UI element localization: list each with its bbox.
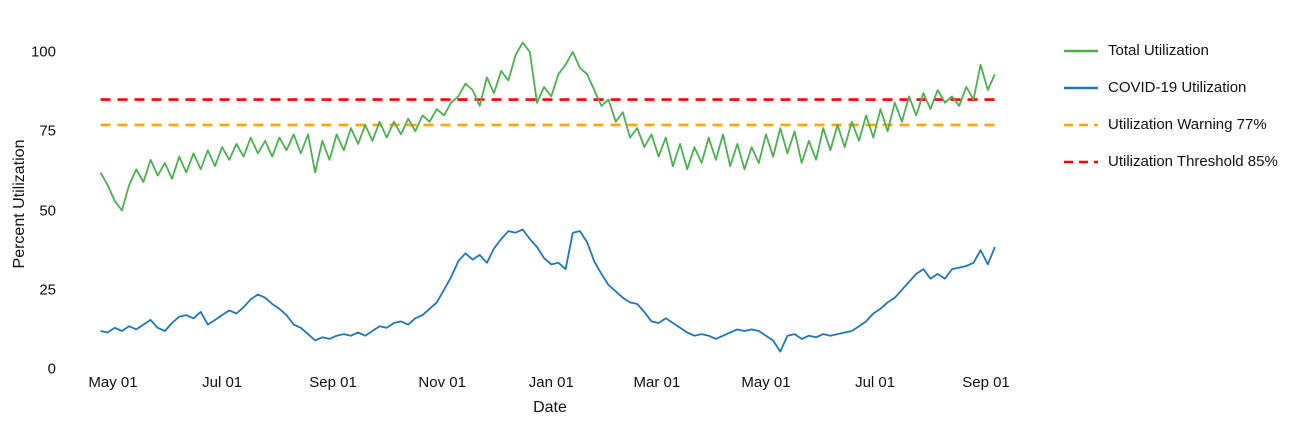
legend-item-total-utilization[interactable]: Total Utilization xyxy=(1064,41,1278,60)
y-tick-label: 75 xyxy=(39,122,56,140)
y-tick-label: 0 xyxy=(47,360,56,378)
legend-label: Total Utilization xyxy=(1108,42,1209,59)
total-utilization-line-swatch xyxy=(1064,49,1098,52)
y-tick-label: 25 xyxy=(39,281,56,299)
legend-item-utilization-warning[interactable]: Utilization Warning 77% xyxy=(1064,115,1278,134)
y-tick-label: 100 xyxy=(30,43,56,61)
legend-label: Utilization Warning 77% xyxy=(1108,116,1267,133)
legend: Total Utilization COVID-19 Utilization U… xyxy=(1064,41,1278,171)
x-axis-title: Date xyxy=(533,399,567,416)
x-tick-label: May 01 xyxy=(741,374,791,391)
legend-label: Utilization Threshold 85% xyxy=(1108,153,1278,170)
x-tick-label: Nov 01 xyxy=(418,374,466,391)
x-tick-label: Sep 01 xyxy=(962,374,1010,391)
utilization-threshold-line-swatch xyxy=(1064,160,1098,163)
legend-item-utilization-threshold[interactable]: Utilization Threshold 85% xyxy=(1064,152,1278,171)
x-tick-label: May 01 xyxy=(88,374,138,391)
legend-item-covid-utilization[interactable]: COVID-19 Utilization xyxy=(1064,78,1278,97)
covid-utilization-line-swatch xyxy=(1064,86,1098,89)
x-tick-label: Jul 01 xyxy=(202,374,243,391)
legend-label: COVID-19 Utilization xyxy=(1108,79,1247,96)
x-tick-label: Jul 01 xyxy=(855,374,896,391)
y-tick-label: 50 xyxy=(39,202,56,219)
x-tick-label: Sep 01 xyxy=(309,374,357,391)
x-tick-label: Jan 01 xyxy=(528,374,574,391)
utilization-warning-line-swatch xyxy=(1064,123,1098,126)
x-tick-label: Mar 01 xyxy=(633,374,681,391)
